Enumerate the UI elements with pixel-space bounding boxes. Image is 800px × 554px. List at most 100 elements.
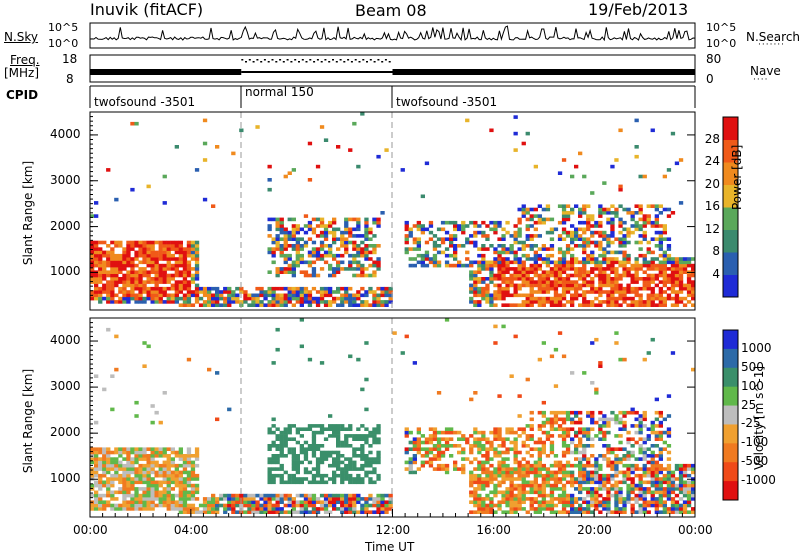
heatmap-cell	[570, 300, 575, 304]
heatmap-cell	[557, 487, 563, 491]
heatmap-cell	[315, 164, 321, 169]
heatmap-cell	[202, 497, 208, 501]
heatmap-cell	[529, 447, 534, 451]
heatmap-cell	[602, 473, 607, 478]
heatmap-cell	[529, 300, 534, 304]
heatmap-cell	[622, 273, 627, 278]
heatmap-cell	[485, 234, 490, 238]
heatmap-cell	[295, 467, 300, 471]
heatmap-cell	[126, 273, 131, 278]
heatmap-cell	[682, 467, 688, 471]
heatmap-cell	[662, 490, 667, 495]
heatmap-cell	[493, 470, 498, 475]
heatmap-cell	[134, 273, 139, 278]
heatmap-cell	[291, 224, 296, 228]
heatmap-cell	[541, 277, 546, 281]
heatmap-cell	[279, 286, 284, 291]
heatmap-cell	[691, 487, 696, 491]
heatmap-cell	[90, 467, 95, 471]
heatmap-cell	[360, 240, 365, 245]
heatmap-cell	[174, 263, 179, 268]
heatmap-cell	[481, 497, 486, 501]
heatmap-cell	[126, 480, 131, 485]
heatmap-cell	[561, 220, 567, 225]
heatmap-cell	[279, 224, 284, 228]
heatmap-cell	[598, 290, 603, 294]
heatmap-cell	[517, 483, 522, 488]
heatmap-cell	[174, 480, 179, 485]
heatmap-cell	[561, 230, 567, 235]
heatmap-cell	[162, 293, 167, 298]
heatmap-cell	[618, 500, 623, 504]
heatmap-cell	[275, 467, 280, 471]
heatmap-cell	[658, 480, 663, 485]
heatmap-cell	[251, 510, 256, 514]
heatmap-cell	[307, 296, 313, 301]
heatmap-cell	[485, 247, 490, 251]
heatmap-cell	[376, 477, 381, 481]
heatmap-cell	[682, 483, 688, 488]
heatmap-cell	[642, 424, 647, 428]
heatmap-cell	[565, 430, 571, 435]
heatmap-cell	[686, 490, 692, 495]
heatmap-cell	[368, 503, 373, 508]
heatmap-cell	[678, 267, 684, 271]
heatmap-cell	[295, 237, 300, 241]
heatmap-cell	[549, 463, 555, 468]
heatmap-cell	[130, 290, 135, 294]
heatmap-cell	[154, 250, 159, 255]
heatmap-cell	[622, 447, 627, 451]
heatmap-cell	[461, 244, 466, 248]
heatmap-cell	[537, 507, 542, 511]
heatmap-cell	[90, 296, 95, 301]
heatmap-cell	[594, 473, 599, 478]
heatmap-cell	[557, 250, 563, 255]
heatmap-cell	[650, 250, 655, 255]
heatmap-cell	[170, 283, 175, 288]
heatmap-cell	[291, 244, 296, 248]
heatmap-cell	[279, 467, 284, 471]
heatmap-cell	[279, 300, 284, 304]
heatmap-cell	[521, 430, 526, 435]
heatmap-cell	[94, 503, 99, 508]
heatmap-cell	[114, 270, 119, 274]
heatmap-cell	[376, 460, 381, 465]
heatmap-cell	[598, 424, 603, 428]
heatmap-cell	[356, 244, 361, 248]
heatmap-cell	[686, 280, 692, 284]
heatmap-cell	[360, 477, 365, 481]
heatmap-cell	[283, 300, 288, 304]
heatmap-cell	[618, 220, 623, 225]
heatmap-cell	[142, 296, 147, 301]
heatmap-cell	[658, 477, 663, 481]
heatmap-cell	[162, 300, 167, 304]
heatmap-cell	[549, 270, 555, 274]
heatmap-cell	[686, 283, 692, 288]
heatmap-cell	[493, 220, 498, 225]
heatmap-cell	[465, 224, 470, 228]
heatmap-cell	[650, 450, 655, 455]
heatmap-cell	[646, 247, 651, 251]
heatmap-cell	[465, 118, 470, 123]
heatmap-cell	[364, 220, 369, 225]
heatmap-cell	[364, 427, 369, 431]
heatmap-cell	[315, 457, 321, 461]
nave-dot	[301, 59, 304, 61]
x-tick-label: 20:00	[577, 523, 612, 537]
heatmap-cell	[307, 141, 313, 146]
heatmap-cell	[271, 217, 276, 222]
heatmap-cell	[186, 510, 192, 514]
heatmap-cell	[642, 437, 647, 441]
heatmap-cell	[634, 273, 639, 278]
heatmap-cell	[182, 500, 188, 504]
heatmap-cell	[231, 500, 236, 504]
heatmap-cell	[513, 303, 518, 307]
heatmap-cell	[323, 497, 329, 501]
heatmap-cell	[332, 434, 337, 438]
heatmap-cell	[182, 300, 188, 304]
heatmap-cell	[578, 510, 583, 514]
heatmap-cell	[497, 286, 502, 291]
heatmap-cell	[303, 477, 309, 481]
heatmap-cell	[465, 440, 470, 445]
heatmap-cell	[388, 300, 393, 304]
